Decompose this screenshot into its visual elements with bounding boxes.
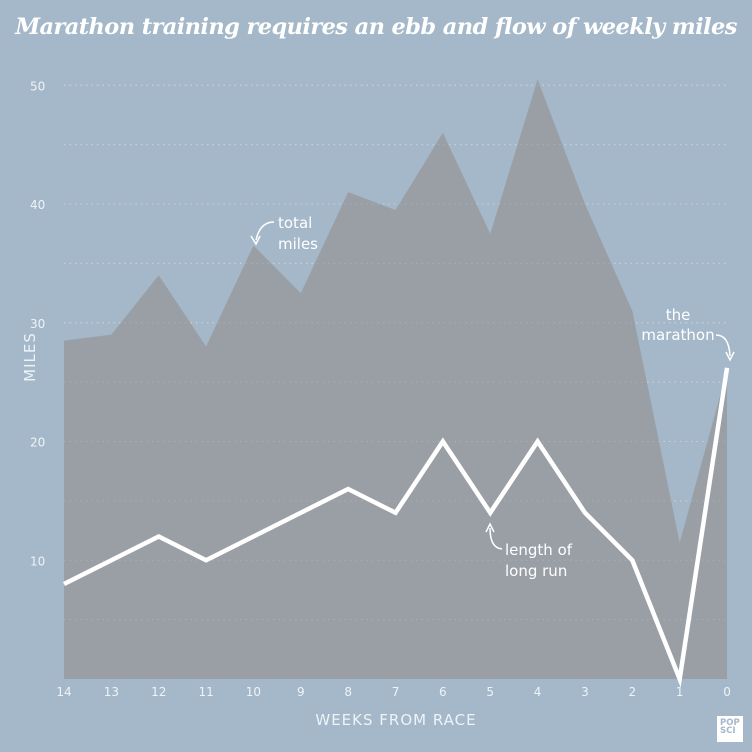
x-tick-label: 14 (56, 685, 71, 699)
annotation-arrowhead (485, 522, 495, 533)
x-tick-label: 6 (439, 685, 447, 699)
annotation-arrow (715, 334, 731, 357)
x-tick-label: 10 (246, 685, 261, 699)
y-tick-label: 20 (30, 436, 45, 450)
annotation-total-miles: total (278, 214, 312, 232)
y-tick-label: 50 (30, 79, 45, 93)
annotation-marathon: marathon (641, 326, 714, 344)
x-tick-label: 4 (534, 685, 542, 699)
annotation-arrow (489, 527, 503, 550)
x-tick-label: 0 (723, 685, 731, 699)
x-tick-label: 5 (486, 685, 494, 699)
x-tick-label: 7 (392, 685, 400, 699)
y-tick-label: 10 (30, 554, 45, 568)
annotation-marathon: the (666, 306, 691, 324)
long-run-line (62, 367, 730, 688)
y-tick-label: 40 (30, 198, 45, 212)
annotation-arrowhead (725, 351, 735, 362)
total-miles-area (64, 79, 728, 679)
popsci-logo: POP SCI (717, 716, 743, 742)
y-axis-label: MILES (21, 332, 39, 382)
annotation-arrowhead (250, 235, 261, 246)
x-tick-label: 13 (104, 685, 119, 699)
annotation-total-miles: miles (278, 235, 318, 253)
annotation-long-run: long run (505, 562, 567, 580)
x-tick-label: 3 (581, 685, 589, 699)
x-tick-label: 2 (628, 685, 636, 699)
chart-title: Marathon training requires an ebb and fl… (15, 14, 737, 40)
x-tick-label: 11 (198, 685, 213, 699)
x-tick-label: 8 (344, 685, 352, 699)
x-axis-label: WEEKS FROM RACE (315, 711, 476, 729)
x-tick-label: 9 (297, 685, 305, 699)
y-tick-label: 30 (30, 317, 45, 331)
x-tick-label: 12 (151, 685, 166, 699)
x-tick-label: 1 (676, 685, 684, 699)
annotation-long-run: length of (505, 541, 573, 559)
annotation-arrow (255, 221, 275, 241)
